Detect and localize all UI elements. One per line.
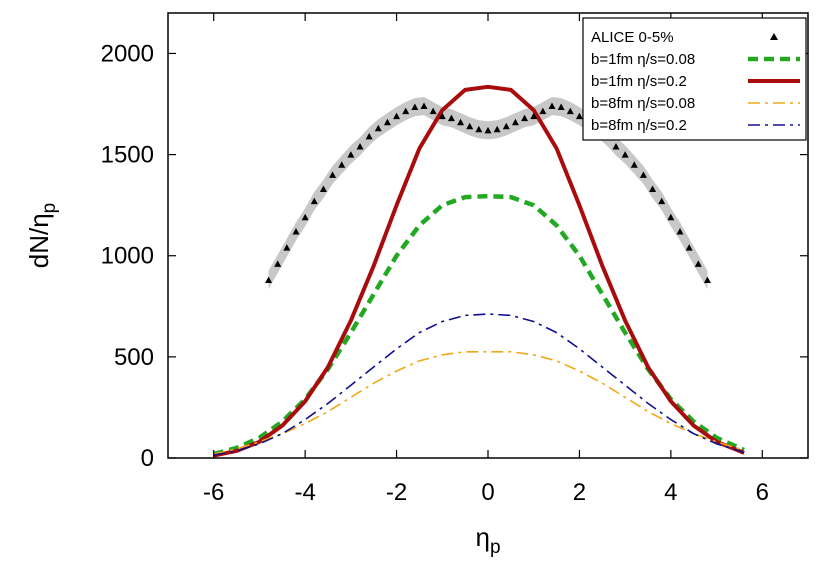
- data-point: [557, 103, 565, 111]
- x-tick-label: 6: [756, 479, 769, 506]
- data-point: [521, 114, 529, 122]
- data-point: [649, 185, 657, 192]
- data-point: [493, 125, 501, 133]
- x-axis-title-main: η: [475, 522, 489, 552]
- data-point: [502, 122, 510, 130]
- data-point: [694, 260, 702, 267]
- data-point: [685, 244, 693, 251]
- y-tick-label: 2000: [101, 40, 154, 67]
- data-point: [338, 161, 346, 168]
- data-point: [667, 213, 675, 221]
- series-line-2: [213, 84, 745, 458]
- data-point: [265, 276, 273, 283]
- data-point: [658, 197, 666, 205]
- x-tick-label: -6: [203, 479, 224, 506]
- data-point: [429, 107, 437, 115]
- y-tick-label: 1500: [101, 142, 154, 169]
- data-point: [530, 112, 538, 120]
- data-point: [301, 213, 309, 221]
- data-point: [420, 102, 428, 110]
- series-line-4: [213, 313, 745, 456]
- data-point: [703, 276, 711, 283]
- data-point: [548, 102, 556, 110]
- y-tick-label: 500: [114, 344, 154, 371]
- data-point: [575, 112, 583, 120]
- data-point: [566, 107, 574, 115]
- data-point: [347, 151, 355, 158]
- legend-label: b=8fm η/s=0.08: [591, 95, 695, 112]
- data-point: [329, 171, 337, 178]
- data-point: [457, 118, 465, 126]
- data-point: [402, 107, 410, 115]
- data-point: [365, 132, 373, 140]
- data-point: [447, 114, 455, 122]
- y-axis-title-sub: p: [39, 203, 60, 214]
- data-uncertainty-band-layer: [268, 96, 708, 290]
- data-point: [310, 197, 318, 205]
- data-point: [319, 185, 327, 192]
- data-point: [630, 161, 638, 168]
- data-point: [621, 151, 629, 158]
- y-axis-title-main: dN/η: [24, 213, 54, 268]
- alice-uncertainty-band: [268, 96, 708, 290]
- x-tick-label: -2: [386, 479, 407, 506]
- data-point: [374, 124, 382, 132]
- data-point: [511, 118, 519, 126]
- x-tick-label: 2: [573, 479, 586, 506]
- legend: ALICE 0-5% b=1fm η/s=0.08 b=1fm η/s=0.2 b=8…: [582, 17, 807, 141]
- legend-swatch: [770, 33, 778, 40]
- series-layer: [213, 84, 745, 458]
- data-point: [466, 122, 474, 130]
- series-line-3: [213, 351, 745, 455]
- data-point: [292, 227, 300, 235]
- legend-label: b=8fm η/s=0.2: [591, 117, 687, 134]
- data-point: [676, 227, 684, 235]
- x-axis-title: ηp: [475, 522, 500, 558]
- axis-titles: ηp dN/ηp: [24, 203, 501, 558]
- data-point: [438, 112, 446, 120]
- data-point: [393, 112, 401, 120]
- legend-label: ALICE 0-5%: [591, 29, 674, 46]
- data-point: [411, 103, 419, 111]
- tick-layer: -6 -4 -2 0 2 4 6 0 500 1000 1500 2000: [101, 13, 808, 506]
- legend-label: b=1fm η/s=0.2: [591, 73, 687, 90]
- data-point: [274, 260, 282, 267]
- data-point: [484, 126, 492, 134]
- data-point: [539, 107, 547, 115]
- data-point: [639, 171, 647, 178]
- x-tick-label: -4: [294, 479, 315, 506]
- x-tick-label: 0: [481, 479, 494, 506]
- data-point: [283, 244, 291, 251]
- y-tick-label: 0: [141, 445, 154, 472]
- x-tick-label: 4: [664, 479, 677, 506]
- data-point: [383, 118, 391, 126]
- data-point: [356, 143, 364, 150]
- y-tick-label: 1000: [101, 243, 154, 270]
- x-axis-title-sub: p: [490, 537, 501, 558]
- data-point: [475, 125, 483, 133]
- legend-label: b=1fm η/s=0.08: [591, 51, 695, 68]
- y-axis-title: dN/ηp: [24, 203, 60, 269]
- data-point: [612, 143, 620, 150]
